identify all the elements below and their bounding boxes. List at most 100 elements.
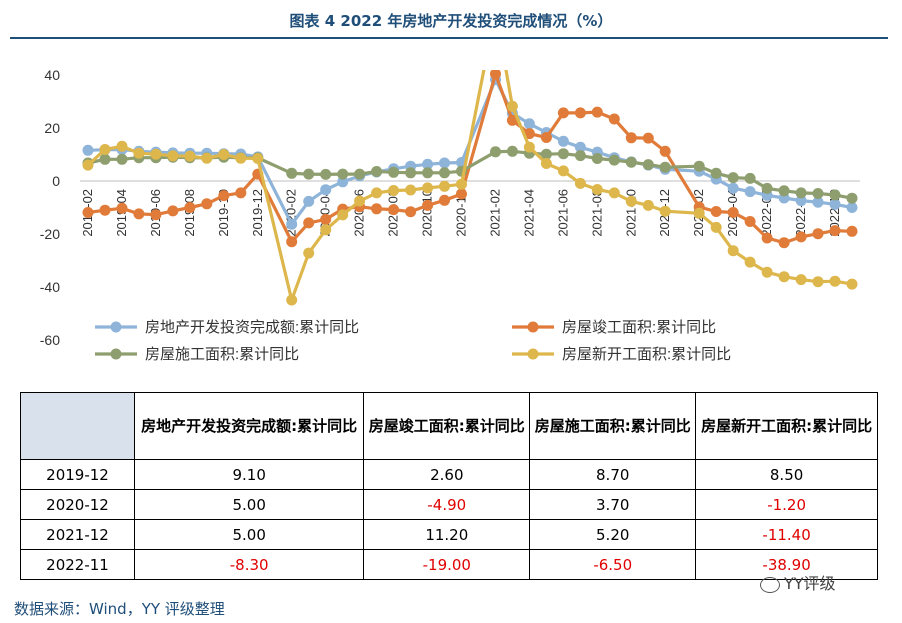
data-point xyxy=(150,148,162,160)
data-point xyxy=(659,161,671,173)
table-row: 2022-11 -8.30 -19.00 -6.50 -38.90 xyxy=(20,549,878,580)
table-value-cell: 8.50 xyxy=(695,459,878,490)
data-point xyxy=(795,195,807,207)
data-point xyxy=(557,107,569,119)
data-point xyxy=(371,187,383,199)
data-point xyxy=(744,172,756,184)
data-point xyxy=(625,195,637,207)
table-value-cell: -1.20 xyxy=(695,489,878,520)
data-point xyxy=(235,152,247,164)
table-date-cell: 2021-12 xyxy=(20,519,135,550)
y-tick-label: 40 xyxy=(44,67,60,83)
data-point xyxy=(693,207,705,219)
data-point xyxy=(82,159,94,171)
data-point xyxy=(405,167,417,179)
legend-marker xyxy=(110,321,122,333)
table-corner xyxy=(20,392,135,460)
data-point xyxy=(795,231,807,243)
data-point xyxy=(727,245,739,257)
data-point xyxy=(795,187,807,199)
data-point xyxy=(456,178,467,190)
data-point xyxy=(337,168,349,180)
data-point xyxy=(829,189,841,201)
y-tick-label: -20 xyxy=(40,226,60,242)
data-point xyxy=(591,153,603,164)
data-point xyxy=(286,294,298,306)
series-line xyxy=(86,70,853,306)
data-point xyxy=(116,153,128,165)
data-point xyxy=(523,141,535,153)
data-point xyxy=(591,184,603,195)
table-header: 房地产开发投资完成额:累计同比 xyxy=(133,392,365,460)
data-point xyxy=(812,228,824,240)
legend-label: 房屋竣工面积:累计同比 xyxy=(562,319,716,336)
table-value-cell: -19.00 xyxy=(363,549,531,580)
data-point xyxy=(439,157,450,169)
data-point xyxy=(710,206,722,217)
legend-marker xyxy=(527,348,539,360)
legend-label: 房屋新开工面积:累计同比 xyxy=(562,346,731,363)
data-point xyxy=(846,202,858,213)
data-point xyxy=(337,176,349,188)
x-tick-label: 2020-10 xyxy=(420,189,435,237)
table-value-cell: 11.20 xyxy=(363,519,531,550)
data-point xyxy=(150,209,162,221)
data-point xyxy=(574,141,586,153)
y-tick-label: -60 xyxy=(40,332,60,348)
data-point xyxy=(201,152,213,164)
data-point xyxy=(642,132,654,144)
data-point xyxy=(506,100,518,112)
table-value-cell: -6.50 xyxy=(529,549,697,580)
table-header: 房屋新开工面积:累计同比 xyxy=(695,392,878,460)
data-point xyxy=(133,208,145,220)
data-point xyxy=(303,195,315,207)
table-header-row: 房地产开发投资完成额:累计同比 房屋竣工面积:累计同比 房屋施工面积:累计同比 房屋新… xyxy=(20,392,878,460)
data-point xyxy=(99,144,111,155)
data-point xyxy=(218,190,230,202)
data-point xyxy=(388,185,400,196)
data-point xyxy=(320,168,332,180)
table-value-cell: 8.70 xyxy=(529,459,697,490)
data-point xyxy=(778,271,790,283)
y-tick-label: -40 xyxy=(40,279,60,295)
data-point xyxy=(320,213,332,225)
data-point xyxy=(201,198,213,210)
data-point xyxy=(286,167,298,179)
data-point xyxy=(337,209,349,221)
data-point xyxy=(439,167,450,179)
data-point xyxy=(303,217,315,229)
data-point xyxy=(608,154,620,166)
data-point xyxy=(116,140,128,152)
title-rule xyxy=(10,37,888,39)
table-header: 房屋竣工面积:累计同比 xyxy=(363,392,531,460)
data-point xyxy=(371,203,383,215)
data-point xyxy=(320,224,332,236)
x-tick-label: 2020-12 xyxy=(454,189,469,237)
table-row: 2020-12 5.00 -4.90 3.70 -1.20 xyxy=(20,489,878,520)
data-point xyxy=(812,196,824,208)
data-point xyxy=(795,274,807,286)
data-point xyxy=(116,202,128,214)
data-point xyxy=(557,135,569,147)
data-point xyxy=(99,153,111,165)
data-point xyxy=(625,156,637,168)
data-point xyxy=(625,132,637,144)
data-point xyxy=(456,188,467,200)
data-point xyxy=(591,106,603,118)
table-value-cell: 9.10 xyxy=(133,459,365,490)
data-point xyxy=(812,276,824,288)
data-point xyxy=(405,184,417,196)
data-point xyxy=(574,150,586,162)
data-point xyxy=(761,266,773,278)
data-point xyxy=(184,202,196,213)
legend-marker xyxy=(110,348,122,360)
data-point xyxy=(642,199,654,211)
watermark: YY评级 xyxy=(760,570,836,594)
data-point xyxy=(727,182,739,194)
data-point xyxy=(354,195,366,207)
data-point xyxy=(846,225,858,237)
table-value-cell: -11.40 xyxy=(695,519,878,550)
table-value-cell: -4.90 xyxy=(363,489,531,520)
data-point xyxy=(133,147,145,159)
data-point xyxy=(490,70,501,80)
